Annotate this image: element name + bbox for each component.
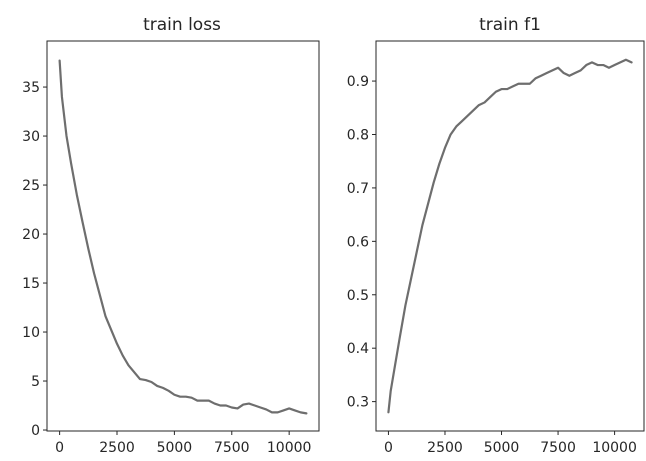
y-tick-label: 35 <box>22 80 40 96</box>
x-tick-label: 5000 <box>484 440 520 456</box>
y-tick-label: 25 <box>22 178 40 194</box>
series-line <box>387 58 633 414</box>
y-tick-label: 0.8 <box>347 127 369 143</box>
chart-title: train f1 <box>479 15 541 35</box>
chart-train-f1: train f1 0 2500 5000 7500 10000 0.3 0.4 0.5 0.6 0… <box>347 15 645 456</box>
series-line <box>58 59 308 415</box>
chart-title: train loss <box>143 15 221 35</box>
x-tick-label: 2500 <box>427 440 463 456</box>
y-tick-label: 0.4 <box>347 341 369 357</box>
plot-area <box>375 40 645 432</box>
y-tick-label: 0.5 <box>347 288 369 304</box>
y-tick-label: 0 <box>31 423 40 439</box>
y-tick-label: 15 <box>22 276 40 292</box>
x-tick-label: 7500 <box>540 440 576 456</box>
x-tick-label: 10000 <box>267 440 312 456</box>
y-tick-label: 0.7 <box>347 181 369 197</box>
y-tick-label: 30 <box>22 129 40 145</box>
y-tick-label: 20 <box>22 227 40 243</box>
x-tick-label: 0 <box>55 440 64 456</box>
y-tick-label: 5 <box>31 374 40 390</box>
y-tick-label: 0.9 <box>347 74 369 90</box>
x-tick-label: 10000 <box>592 440 637 456</box>
plot-area <box>46 40 320 432</box>
x-tick-label: 5000 <box>157 440 193 456</box>
y-tick-label: 10 <box>22 325 40 341</box>
x-tick-label: 0 <box>384 440 393 456</box>
y-tick-label: 0.3 <box>347 395 369 411</box>
chart-train-loss: train loss 0 2500 5000 7500 10000 0 5 10 15 20 25 3… <box>22 15 320 456</box>
x-tick-label: 7500 <box>214 440 250 456</box>
y-tick-label: 0.6 <box>347 234 369 250</box>
x-tick-label: 2500 <box>99 440 135 456</box>
